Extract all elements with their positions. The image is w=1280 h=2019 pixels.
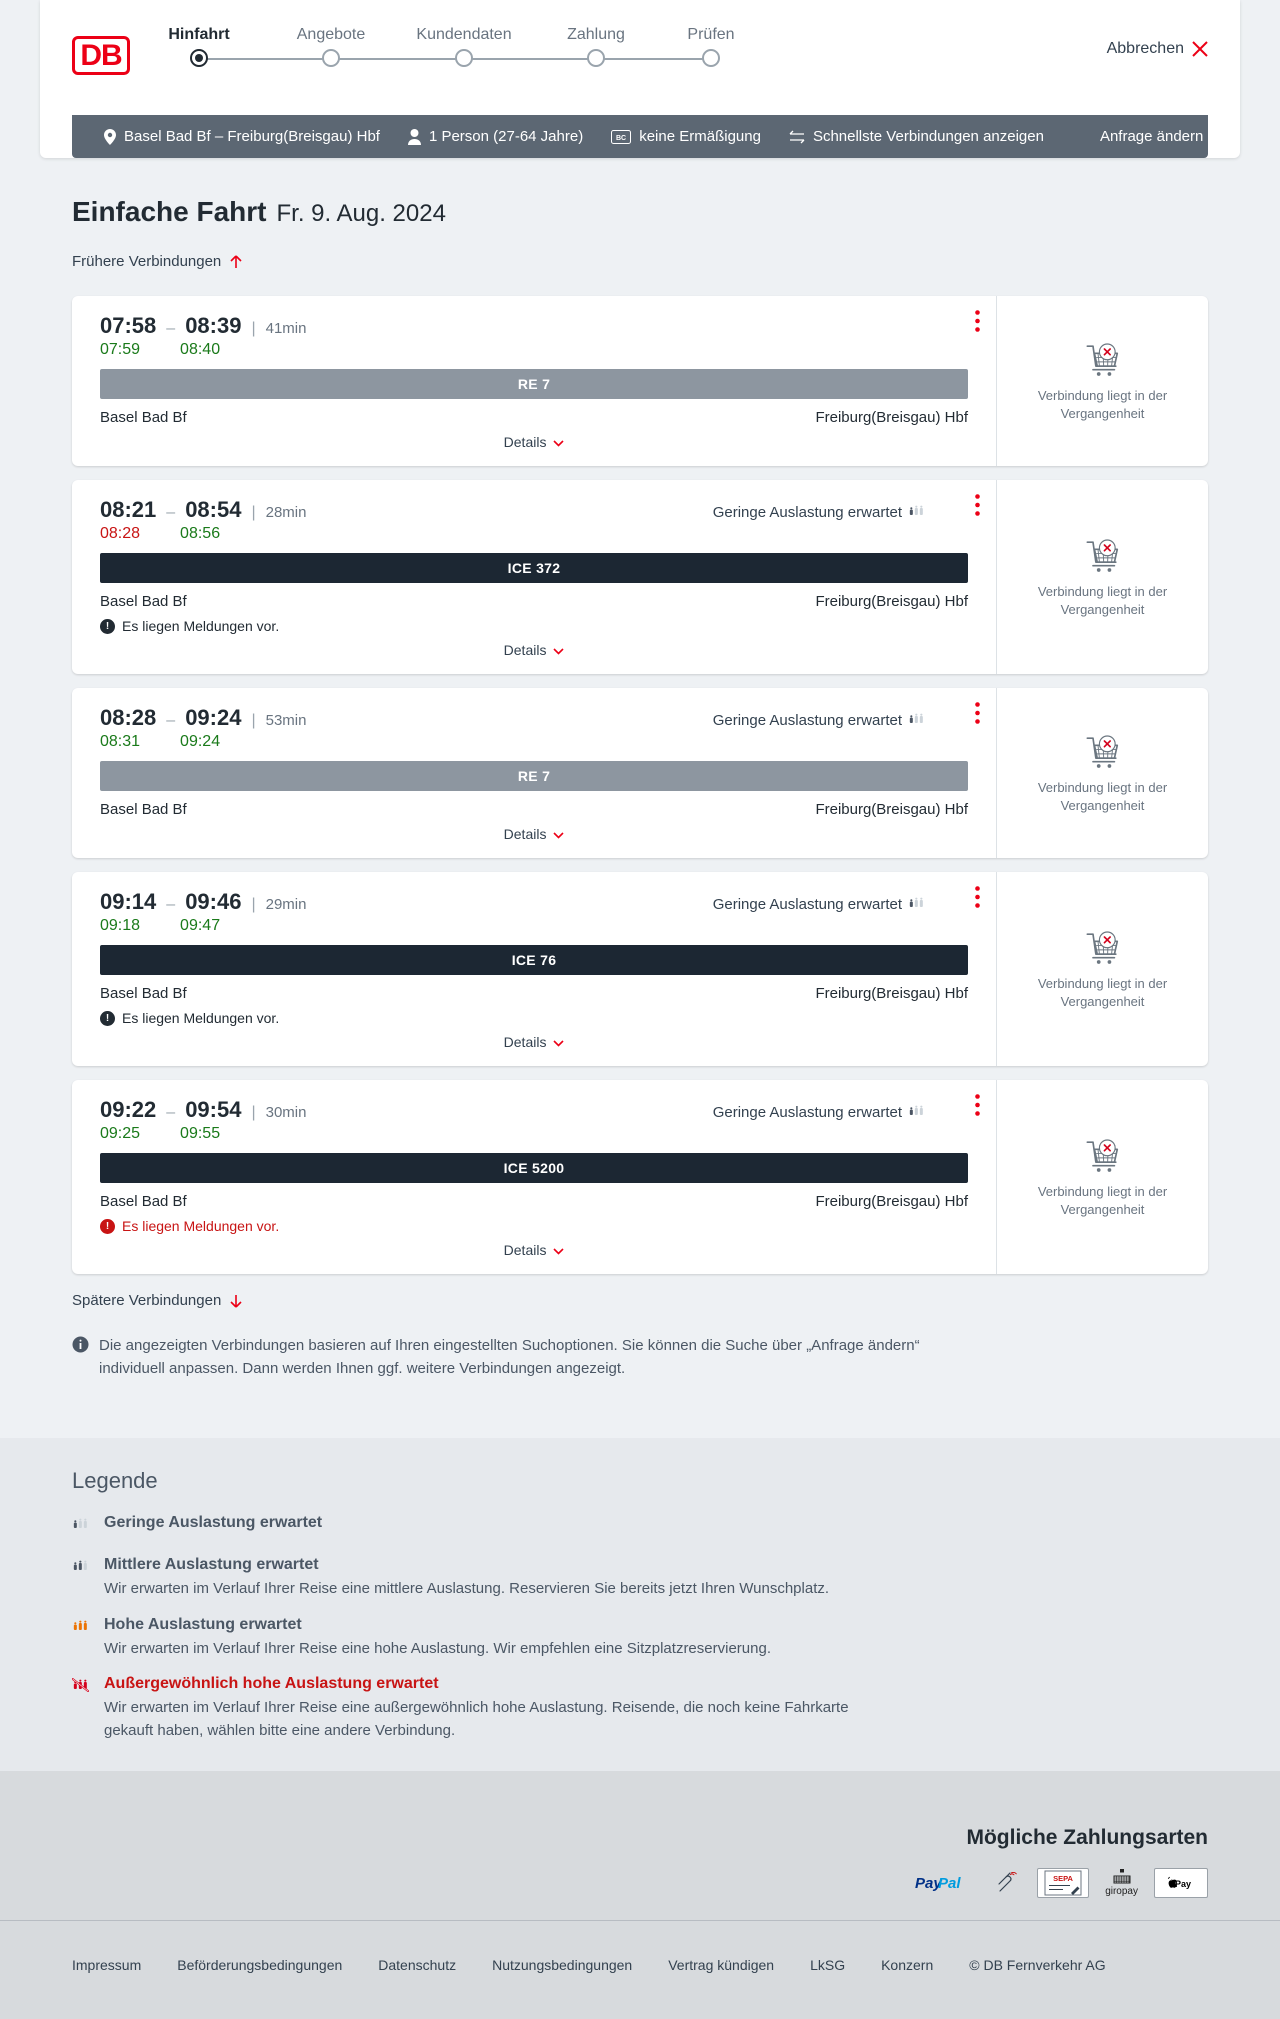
svg-text:BC: BC <box>616 135 626 142</box>
svg-text:SEPA: SEPA <box>1053 1874 1073 1883</box>
svg-text:Pal: Pal <box>938 1875 961 1891</box>
svg-text:Pay: Pay <box>1175 1879 1191 1889</box>
